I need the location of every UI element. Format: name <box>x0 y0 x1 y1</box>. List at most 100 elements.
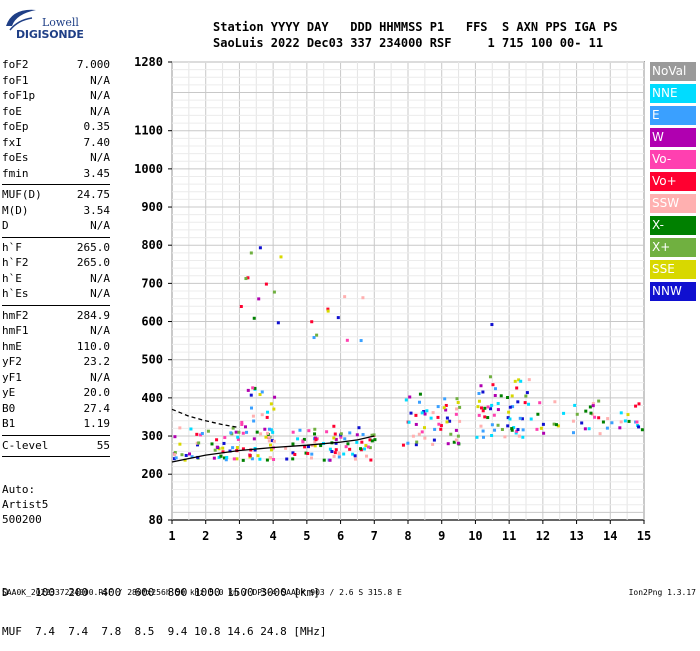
param-label: foE <box>2 104 22 118</box>
echo-point <box>490 433 494 437</box>
param-value: N/A <box>90 271 110 285</box>
echo-point <box>246 388 250 392</box>
legend-item-noval: NoVal <box>650 62 696 81</box>
echo-point <box>336 316 340 320</box>
echo-point <box>272 290 276 294</box>
echo-point <box>258 392 262 396</box>
echo-point <box>348 431 352 435</box>
traces <box>171 408 375 463</box>
echo-point <box>436 405 440 409</box>
echo-point <box>256 454 260 458</box>
echo-point <box>228 449 232 453</box>
param-label: yF2 <box>2 355 22 368</box>
echo-point <box>573 403 577 407</box>
echo-point <box>237 430 241 434</box>
echo-point <box>422 426 426 430</box>
echo-point <box>313 440 317 444</box>
echo-point <box>279 255 283 259</box>
echo-point <box>418 392 422 396</box>
echo-point <box>333 432 337 436</box>
param-row-md: M(D) 3.54 <box>2 204 110 220</box>
echo-point <box>337 452 341 456</box>
echo-point <box>251 414 255 418</box>
echo-point <box>291 457 295 461</box>
echo-point <box>353 454 357 458</box>
echo-point <box>301 440 305 444</box>
echo-point <box>174 456 178 460</box>
echo-point <box>225 455 229 459</box>
echo-point <box>597 399 601 403</box>
echo-point <box>298 428 302 432</box>
echo-point <box>334 448 338 452</box>
footer-file-info: SAA0K_2022337234000.RSF / 280fx256h 50 k… <box>2 588 402 597</box>
echo-point <box>439 424 443 428</box>
echo-point <box>190 455 194 459</box>
x-tick-label: 4 <box>270 529 277 543</box>
polarization-legend: NoVal NNE E W Vo- Vo+ SSW X- X+ SSE NNW <box>650 62 696 304</box>
echo-point <box>326 307 330 311</box>
echo-point <box>251 386 255 390</box>
echo-point <box>245 430 249 434</box>
echo-point <box>420 411 424 415</box>
echo-point <box>342 452 346 456</box>
param-value: 0.35 <box>83 120 111 133</box>
x-tick-label: 9 <box>438 529 445 543</box>
echo-point <box>339 432 343 436</box>
y-tick-label: 400 <box>141 391 163 405</box>
header-line-1: Station YYYY DAY DDD HHMMSS P1 FFS S AXN… <box>213 20 618 34</box>
echo-point <box>516 400 520 404</box>
echo-point <box>527 402 531 406</box>
echo-point <box>488 407 492 411</box>
echo-point <box>623 419 627 423</box>
param-value: 110.0 <box>76 339 110 353</box>
echo-point <box>580 421 584 425</box>
echo-point <box>361 433 365 437</box>
echo-point <box>610 421 614 425</box>
echo-point <box>263 427 267 431</box>
echo-point <box>525 391 529 395</box>
echo-point <box>184 453 188 457</box>
echo-point <box>232 457 236 461</box>
param-row-fof1p: foF1p N/A <box>2 89 110 105</box>
echo-point <box>539 426 543 430</box>
echo-point <box>507 410 511 414</box>
param-value: 24.75 <box>76 188 110 201</box>
echo-point <box>258 457 262 461</box>
echo-point <box>246 276 250 280</box>
echo-point <box>516 428 520 432</box>
echo-point <box>276 321 280 325</box>
param-value: 1.19 <box>83 417 111 430</box>
echo-point <box>328 447 332 451</box>
echo-point <box>366 445 370 449</box>
echo-point <box>458 405 462 409</box>
x-tick-labels: 1 2 3 4 5 6 7 8 9 10 11 12 13 14 15 <box>168 520 651 543</box>
param-row-b0: B0 27.4 <box>2 402 110 418</box>
x-tick-label: 11 <box>502 529 516 543</box>
echo-point <box>267 427 271 431</box>
echo-point <box>235 446 239 450</box>
param-value: 284.9 <box>76 308 110 322</box>
param-row-yf2: yF2 23.2 <box>2 355 110 371</box>
echo-point <box>307 429 311 433</box>
echo-point <box>552 422 556 426</box>
echo-point <box>455 407 459 411</box>
param-row-fxi: fxI 7.40 <box>2 136 110 152</box>
echo-point <box>588 405 592 409</box>
legend-item-w: W <box>650 128 696 147</box>
y-tick-label: 700 <box>141 276 163 290</box>
echo-point <box>515 429 519 433</box>
echo-point <box>444 408 448 412</box>
echo-point <box>521 435 525 439</box>
echo-point <box>575 412 579 416</box>
echo-point <box>266 410 270 414</box>
echo-point <box>272 457 276 461</box>
param-separator <box>2 434 110 436</box>
echo-point <box>401 443 405 447</box>
echo-point <box>496 423 500 427</box>
param-label: yE <box>2 386 16 399</box>
param-separator <box>2 304 110 306</box>
echo-point <box>542 431 546 435</box>
param-value: 3.54 <box>83 203 111 217</box>
param-label: fxI <box>2 135 22 149</box>
footer-version: Ion2Png 1.3.17 <box>628 588 696 597</box>
